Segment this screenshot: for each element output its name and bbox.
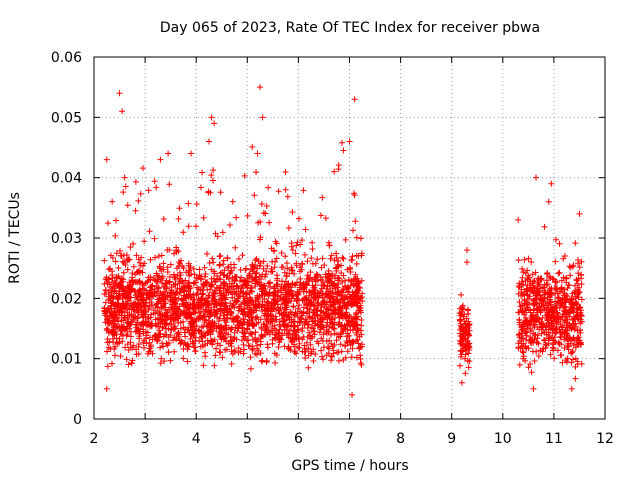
- x-tick-label: 7: [345, 431, 354, 447]
- x-tick-label: 9: [447, 431, 456, 447]
- x-axis-title: GPS time / hours: [291, 458, 408, 474]
- y-tick-label: 0.01: [51, 352, 82, 368]
- y-tick-label: 0.02: [51, 291, 82, 307]
- x-tick-label: 8: [396, 431, 405, 447]
- x-tick-label: 2: [90, 431, 99, 447]
- y-tick-label: 0.03: [51, 231, 82, 247]
- y-tick-label: 0.04: [51, 171, 82, 187]
- chart-background: [0, 0, 640, 480]
- x-tick-label: 10: [494, 431, 512, 447]
- roti-chart: 2 3 4 5 6 7 8 9 10 11 1200.010.020.030.040.050.06 …: [0, 0, 640, 480]
- y-tick-label: 0: [73, 412, 82, 428]
- y-tick-label: 0.05: [51, 110, 82, 126]
- x-tick-label: 4: [192, 431, 201, 447]
- y-tick-label: 0.06: [51, 50, 82, 66]
- chart-title: Day 065 of 2023, Rate Of TEC Index for r…: [160, 20, 540, 36]
- x-tick-label: 11: [545, 431, 563, 447]
- x-tick-label: 3: [141, 431, 150, 447]
- y-axis-title: ROTI / TECUs: [7, 192, 23, 284]
- x-tick-label: 12: [596, 431, 614, 447]
- x-tick-label: 6: [294, 431, 303, 447]
- x-tick-label: 5: [243, 431, 252, 447]
